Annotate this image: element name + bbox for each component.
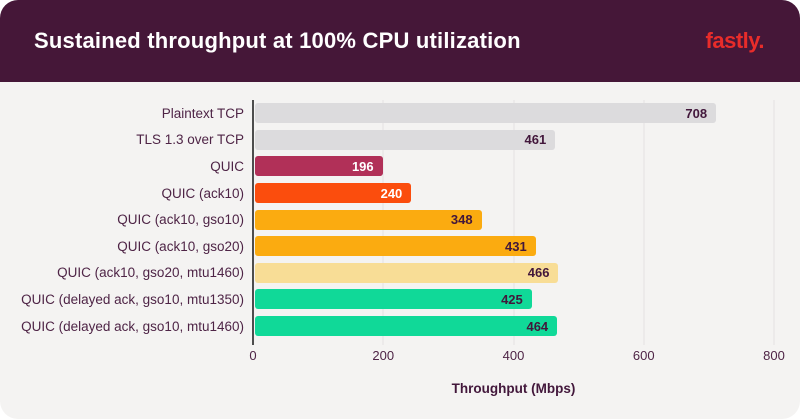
bar-track: 431 bbox=[253, 236, 774, 257]
bar: 425 bbox=[255, 289, 532, 310]
category-label: QUIC (delayed ack, gso10, mtu1350) bbox=[21, 291, 244, 307]
value-label: 466 bbox=[527, 265, 550, 281]
bar-track: 461 bbox=[253, 129, 774, 150]
value-label: 240 bbox=[380, 185, 403, 201]
bar: 196 bbox=[255, 156, 383, 177]
value-label: 708 bbox=[685, 105, 708, 121]
x-tick-label: 600 bbox=[632, 348, 655, 364]
bar-track: 466 bbox=[253, 262, 774, 283]
x-tick-label: 400 bbox=[502, 348, 525, 364]
value-label: 348 bbox=[450, 212, 473, 228]
bar: 461 bbox=[255, 129, 556, 150]
bar-row: QUIC (ack10, gso20, mtu1460) 466 bbox=[20, 260, 774, 287]
category-label: QUIC (ack10, gso20) bbox=[117, 238, 244, 254]
bar: 431 bbox=[255, 236, 536, 257]
value-label: 464 bbox=[526, 318, 549, 334]
value-label: 196 bbox=[351, 158, 374, 174]
chart-title: Sustained throughput at 100% CPU utiliza… bbox=[34, 28, 521, 53]
fastly-logo: fastly. bbox=[705, 28, 765, 53]
bar-row: QUIC (ack10, gso20) 431 bbox=[20, 233, 774, 260]
value-label: 461 bbox=[524, 132, 547, 148]
bar-track: 464 bbox=[253, 316, 774, 337]
bar: 466 bbox=[255, 262, 559, 283]
bar-row: Plaintext TCP 708 bbox=[20, 100, 774, 127]
x-axis-label: Throughput (Mbps) bbox=[451, 381, 576, 397]
category-label: QUIC (ack10) bbox=[161, 185, 244, 201]
value-label: 425 bbox=[501, 291, 523, 307]
category-label: QUIC (ack10, gso10) bbox=[117, 212, 244, 228]
bar-track: 708 bbox=[253, 103, 774, 124]
value-label: 431 bbox=[504, 238, 527, 254]
bar-track: 425 bbox=[253, 289, 774, 310]
x-tick-label: 200 bbox=[372, 348, 395, 364]
x-tick-label: 800 bbox=[763, 348, 785, 364]
header: Sustained throughput at 100% CPU utiliza… bbox=[0, 0, 800, 82]
bar: 240 bbox=[255, 183, 412, 204]
bar-row: QUIC (ack10, gso10) 348 bbox=[20, 206, 774, 233]
bar-row: TLS 1.3 over TCP 461 bbox=[20, 127, 774, 154]
bar: 708 bbox=[255, 103, 717, 124]
x-axis: 0 200 400 600 800 bbox=[249, 348, 784, 364]
plot-area: Plaintext TCP 708 TLS 1.3 over TCP 461 QUIC 1… bbox=[20, 100, 775, 346]
bar-track: 240 bbox=[253, 183, 774, 204]
x-tick-label: 0 bbox=[249, 348, 257, 364]
category-label: TLS 1.3 over TCP bbox=[136, 132, 244, 148]
bar-rows: Plaintext TCP 708 TLS 1.3 over TCP 461 QUIC 1… bbox=[20, 100, 774, 339]
bar: 348 bbox=[255, 209, 482, 230]
bar-row: QUIC (delayed ack, gso10, mtu1350) 425 bbox=[20, 286, 774, 313]
bar-row: QUIC 196 bbox=[20, 153, 774, 180]
bar: 464 bbox=[255, 316, 558, 337]
bar-row: QUIC (delayed ack, gso10, mtu1460) 464 bbox=[20, 313, 774, 340]
category-label: QUIC bbox=[210, 158, 244, 174]
bar-track: 196 bbox=[253, 156, 774, 177]
category-label: Plaintext TCP bbox=[161, 105, 244, 121]
bar-track: 348 bbox=[253, 209, 774, 230]
category-label: QUIC (ack10, gso20, mtu1460) bbox=[57, 265, 244, 281]
bar-row: QUIC (ack10) 240 bbox=[20, 180, 774, 207]
category-label: QUIC (delayed ack, gso10, mtu1460) bbox=[21, 318, 244, 334]
chart-body: Plaintext TCP 708 TLS 1.3 over TCP 461 QUIC 1… bbox=[0, 82, 800, 396]
